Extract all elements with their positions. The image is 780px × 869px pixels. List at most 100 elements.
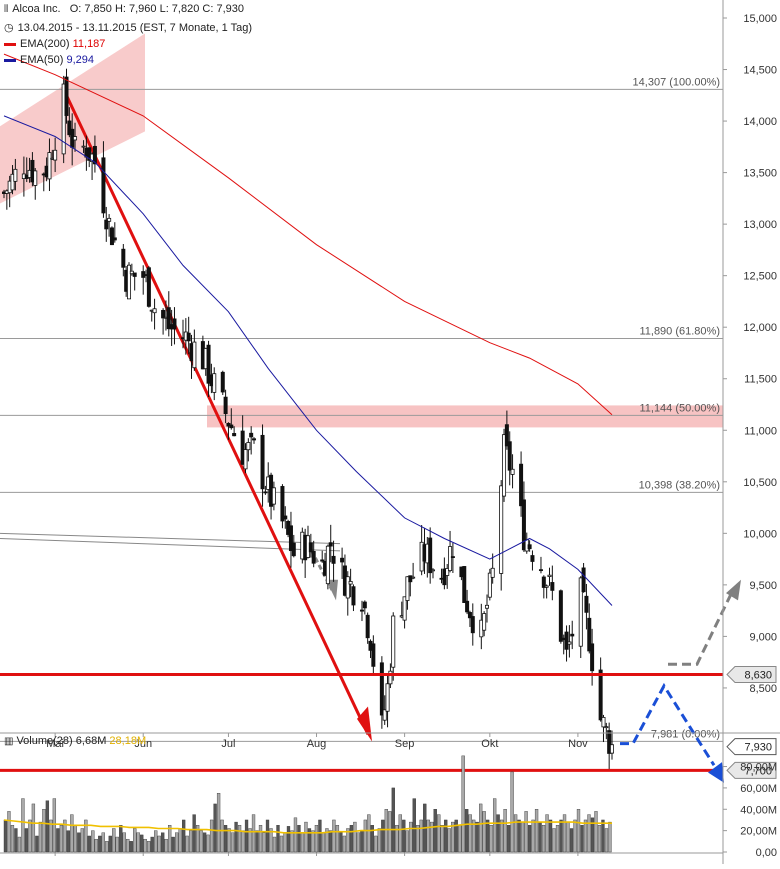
volume-bar xyxy=(482,811,486,853)
candle xyxy=(445,568,450,576)
candle xyxy=(601,717,606,728)
volume-bar xyxy=(175,832,179,853)
levels-layer: 8,630 7,700 7,930 xyxy=(0,666,777,779)
candle xyxy=(598,669,603,721)
volume-bar xyxy=(451,821,455,853)
volume-bar xyxy=(237,825,242,853)
volume-bar xyxy=(17,836,22,853)
volume-bar xyxy=(202,832,207,853)
volume-bar xyxy=(255,830,259,853)
candle xyxy=(504,424,509,447)
volume-bar xyxy=(447,828,451,853)
y-tick-label: 11,000 xyxy=(744,425,777,437)
ema50-swatch xyxy=(4,58,16,62)
volume-bar xyxy=(185,835,189,853)
volume-bar xyxy=(248,828,252,853)
candle xyxy=(482,613,487,631)
volume-layer: 80,00M 60,00M 40,00M 20,00M 0,00 xyxy=(3,755,777,859)
candle xyxy=(112,237,117,241)
volume-bar xyxy=(290,830,294,853)
y-tick-label: 14,500 xyxy=(743,65,777,77)
volume-bar xyxy=(28,819,32,853)
ema50-value: 9,294 xyxy=(66,54,94,66)
volume-bar xyxy=(73,825,77,853)
volume-bar xyxy=(398,814,402,853)
y-tick-label: 12,000 xyxy=(743,322,777,334)
volume-bar xyxy=(147,841,151,853)
candle xyxy=(121,248,126,268)
volume-bar xyxy=(444,819,448,853)
volume-bar xyxy=(314,825,319,853)
candle xyxy=(161,309,166,319)
volume-bar xyxy=(465,809,469,853)
volume-bar xyxy=(590,817,595,853)
volume-bar xyxy=(24,828,29,853)
volume-bar xyxy=(384,809,388,853)
volume-bar xyxy=(520,821,525,853)
candle xyxy=(271,487,276,505)
volume-bar xyxy=(367,814,371,853)
x-tick-label: Jul xyxy=(221,738,235,750)
volume-bar xyxy=(133,828,137,853)
volume-bar xyxy=(573,819,577,853)
candle xyxy=(13,168,18,182)
candle xyxy=(442,568,447,586)
volume-average-line xyxy=(3,819,612,834)
volume-bar xyxy=(559,819,563,853)
candle xyxy=(212,373,217,393)
volume-bar xyxy=(454,819,458,853)
volume-bar xyxy=(486,819,490,853)
volume-bar xyxy=(353,821,357,853)
ema50-line xyxy=(3,115,613,606)
candle xyxy=(331,555,336,564)
volume-bar xyxy=(555,825,560,853)
candle xyxy=(487,572,492,598)
volume-bar xyxy=(307,828,312,853)
candle xyxy=(220,371,225,393)
volume-bar xyxy=(14,828,18,853)
fibonacci-label: 7,981 (0.00%) xyxy=(651,728,720,740)
candle xyxy=(465,600,470,613)
volume-bar xyxy=(534,809,539,853)
volume-bar xyxy=(458,825,462,853)
candle xyxy=(288,525,293,552)
volume-bar xyxy=(562,814,567,853)
volume-bar xyxy=(604,828,609,853)
volume-bar xyxy=(430,821,434,853)
candle xyxy=(320,559,325,562)
volume-bar xyxy=(126,838,130,853)
ema50-label: EMA(50) xyxy=(20,54,64,66)
y-tick-label: 11,500 xyxy=(744,374,777,386)
volume-bar xyxy=(461,755,465,853)
candle xyxy=(507,441,512,471)
volume-bar xyxy=(251,814,256,853)
minor-arrow-head xyxy=(326,579,338,601)
candle xyxy=(132,272,137,277)
fibonacci-layer: 14,307 (100.00%) 11,890 (61.80%) 11,144 (5… xyxy=(0,76,723,742)
volume-bar xyxy=(136,832,140,853)
volume-bar xyxy=(279,835,284,853)
volume-bar xyxy=(192,814,196,853)
candle xyxy=(263,491,268,494)
volume-bar xyxy=(241,830,245,853)
volume-bar xyxy=(402,819,406,853)
legend-ema200: EMA(200) 11,187 xyxy=(4,38,105,50)
volume-bar xyxy=(426,819,430,853)
volume-bar xyxy=(154,830,158,853)
volume-bar xyxy=(395,825,399,853)
volume-bar xyxy=(265,819,270,853)
candle xyxy=(564,631,569,650)
candle xyxy=(252,438,257,441)
y-tick-label: 13,500 xyxy=(743,168,777,180)
x-tick-label: Aug xyxy=(307,738,327,750)
volume-bar xyxy=(356,832,361,853)
volume-bar xyxy=(56,828,60,853)
volume-bar xyxy=(119,825,123,853)
volume-bar xyxy=(262,832,266,853)
candle xyxy=(92,145,97,165)
candle xyxy=(462,566,467,603)
volume-bar xyxy=(161,832,165,853)
candle xyxy=(325,545,330,585)
candle xyxy=(450,556,455,558)
